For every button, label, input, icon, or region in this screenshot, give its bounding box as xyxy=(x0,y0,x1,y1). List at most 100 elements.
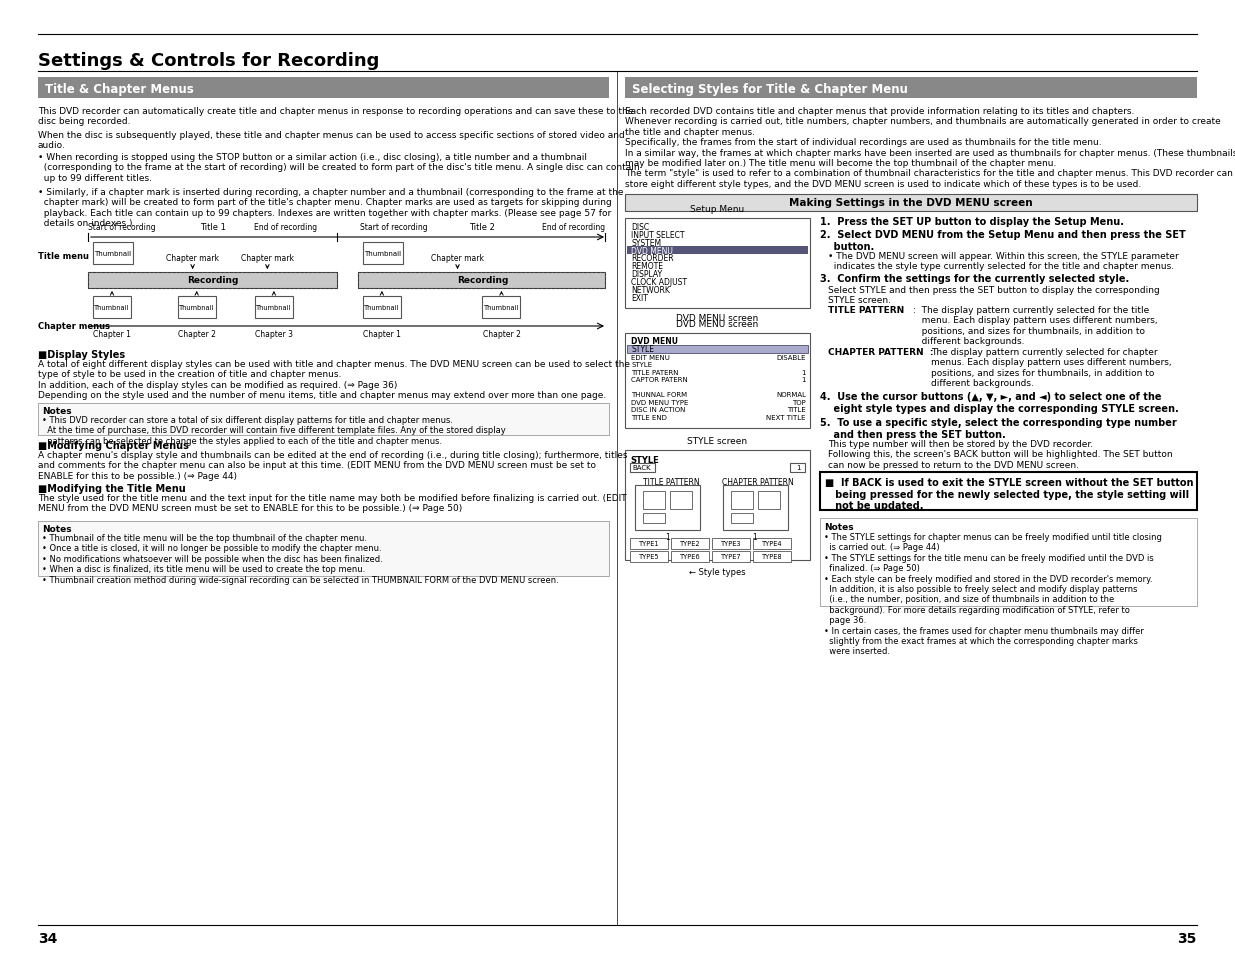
Text: TYPE4: TYPE4 xyxy=(762,541,782,547)
Text: DISABLE: DISABLE xyxy=(777,355,806,360)
Text: TOP: TOP xyxy=(792,399,806,406)
Bar xyxy=(753,538,790,550)
Text: Chapter menus: Chapter menus xyxy=(38,322,110,331)
Text: Start of recording: Start of recording xyxy=(88,223,156,232)
Bar xyxy=(93,296,131,318)
Bar xyxy=(671,538,709,550)
Bar xyxy=(358,273,605,289)
Bar xyxy=(730,514,752,523)
Bar xyxy=(625,451,810,560)
Text: ■  If BACK is used to exit the STYLE screen without the SET button
   being pres: ■ If BACK is used to exit the STYLE scre… xyxy=(825,477,1193,511)
Text: Chapter mark: Chapter mark xyxy=(241,253,294,263)
Text: This type number will then be stored by the DVD recorder.
Following this, the sc: This type number will then be stored by … xyxy=(827,439,1172,469)
Text: TITLE PATTERN: TITLE PATTERN xyxy=(827,306,904,314)
Text: Chapter 2: Chapter 2 xyxy=(178,330,216,338)
Text: Selecting Styles for Title & Chapter Menu: Selecting Styles for Title & Chapter Men… xyxy=(632,82,908,95)
Bar xyxy=(178,296,216,318)
Bar xyxy=(625,219,810,309)
Text: TYPE6: TYPE6 xyxy=(679,554,700,560)
Bar xyxy=(93,243,133,265)
Text: Notes: Notes xyxy=(42,407,72,416)
Bar xyxy=(753,552,790,562)
Text: CHAPTER PATTERN: CHAPTER PATTERN xyxy=(722,477,794,486)
Bar xyxy=(363,296,401,318)
Text: CLOCK ADJUST: CLOCK ADJUST xyxy=(631,278,687,287)
Bar xyxy=(630,463,655,473)
Text: ■Modifying the Title Menu: ■Modifying the Title Menu xyxy=(38,483,185,494)
Text: BACK: BACK xyxy=(632,464,651,471)
Text: INPUT SELECT: INPUT SELECT xyxy=(631,231,684,239)
Text: TITLE PATERN: TITLE PATERN xyxy=(631,370,678,375)
Text: ← Style types: ← Style types xyxy=(689,567,746,577)
Text: Chapter 1: Chapter 1 xyxy=(363,330,401,338)
Text: NORMAL: NORMAL xyxy=(776,392,806,398)
Text: TYPE2: TYPE2 xyxy=(679,541,700,547)
Bar xyxy=(627,247,808,254)
Bar xyxy=(38,78,609,99)
Text: TYPE8: TYPE8 xyxy=(762,554,782,560)
Text: • This DVD recorder can store a total of six different display patterns for titl: • This DVD recorder can store a total of… xyxy=(42,416,506,445)
Bar xyxy=(483,296,520,318)
Text: Setup Menu: Setup Menu xyxy=(690,205,745,213)
Text: End of recording: End of recording xyxy=(254,223,317,232)
Bar xyxy=(713,538,750,550)
Text: 1: 1 xyxy=(752,533,757,541)
Text: • Similarly, if a chapter mark is inserted during recording, a chapter number an: • Similarly, if a chapter mark is insert… xyxy=(38,188,624,228)
Bar xyxy=(643,492,664,510)
Text: ■Modifying Chapter Menus: ■Modifying Chapter Menus xyxy=(38,440,189,451)
Bar xyxy=(722,485,788,531)
Text: Title menu: Title menu xyxy=(38,252,89,261)
Text: This DVD recorder can automatically create title and chapter menus in response t: This DVD recorder can automatically crea… xyxy=(38,107,634,126)
Text: TITLE PATTERN: TITLE PATTERN xyxy=(643,477,699,486)
Text: Title 2: Title 2 xyxy=(469,223,495,232)
Text: NETWORK: NETWORK xyxy=(631,286,669,295)
Bar xyxy=(820,473,1197,511)
Text: DVD MENU screen: DVD MENU screen xyxy=(677,314,758,323)
Bar xyxy=(790,463,805,473)
Text: DVD MENU screen: DVD MENU screen xyxy=(677,319,758,329)
Bar xyxy=(757,492,779,510)
Text: Chapter 2: Chapter 2 xyxy=(483,330,520,338)
Text: Recording: Recording xyxy=(457,276,508,285)
Text: 35: 35 xyxy=(1178,931,1197,945)
Text: RECORDER: RECORDER xyxy=(631,254,673,263)
Bar xyxy=(625,334,810,429)
Text: Making Settings in the DVD MENU screen: Making Settings in the DVD MENU screen xyxy=(789,198,1032,209)
Text: Thumbnail: Thumbnail xyxy=(94,251,132,256)
Bar xyxy=(627,346,808,354)
Text: Thumbnail: Thumbnail xyxy=(256,305,291,311)
Text: Chapter 3: Chapter 3 xyxy=(254,330,293,338)
Text: STYLE: STYLE xyxy=(631,345,655,355)
Text: ■Display Styles: ■Display Styles xyxy=(38,350,125,359)
Text: STYLE: STYLE xyxy=(630,456,658,464)
Text: The style used for the title menu and the text input for the title name may both: The style used for the title menu and th… xyxy=(38,494,626,513)
Bar xyxy=(625,78,1197,99)
Text: STYLE: STYLE xyxy=(631,362,652,368)
Bar xyxy=(671,552,709,562)
Text: Title & Chapter Menus: Title & Chapter Menus xyxy=(44,82,194,95)
Text: TYPE7: TYPE7 xyxy=(721,554,741,560)
Text: A total of eight different display styles can be used with title and chapter men: A total of eight different display style… xyxy=(38,359,630,399)
Text: A chapter menu's display style and thumbnails can be edited at the end of record: A chapter menu's display style and thumb… xyxy=(38,451,627,480)
Text: When the disc is subsequently played, these title and chapter menus can be used : When the disc is subsequently played, th… xyxy=(38,131,625,151)
Text: Each recorded DVD contains title and chapter menus that provide information rela: Each recorded DVD contains title and cha… xyxy=(625,107,1235,189)
Bar xyxy=(358,273,605,289)
Text: Notes: Notes xyxy=(42,524,72,534)
Text: Thumbnail: Thumbnail xyxy=(364,305,400,311)
Text: The display pattern currently selected for chapter
menus. Each display pattern u: The display pattern currently selected f… xyxy=(931,348,1172,388)
Text: Thumbnail: Thumbnail xyxy=(94,305,130,311)
Text: 5.  To use a specific style, select the corresponding type number
    and then p: 5. To use a specific style, select the c… xyxy=(820,417,1177,439)
Text: End of recording: End of recording xyxy=(542,223,605,232)
Text: • The DVD MENU screen will appear. Within this screen, the STYLE parameter
  ind: • The DVD MENU screen will appear. Withi… xyxy=(827,252,1178,271)
Text: 4.  Use the cursor buttons (▲, ▼, ►, and ◄) to select one of the
    eight style: 4. Use the cursor buttons (▲, ▼, ►, and … xyxy=(820,392,1178,414)
Text: SYSTEM: SYSTEM xyxy=(631,238,661,247)
Bar xyxy=(363,243,403,265)
Bar xyxy=(730,492,752,510)
Text: 2.  Select DVD MENU from the Setup Menu and then press the SET
    button.: 2. Select DVD MENU from the Setup Menu a… xyxy=(820,230,1186,252)
Text: CHAPTER PATTERN  :: CHAPTER PATTERN : xyxy=(827,348,934,356)
Text: NEXT TITLE: NEXT TITLE xyxy=(767,415,806,420)
Text: THUNNAL FORM: THUNNAL FORM xyxy=(631,392,687,398)
Text: 1: 1 xyxy=(666,533,669,541)
Text: 1: 1 xyxy=(802,377,806,383)
Text: DVD MENU: DVD MENU xyxy=(631,246,673,255)
